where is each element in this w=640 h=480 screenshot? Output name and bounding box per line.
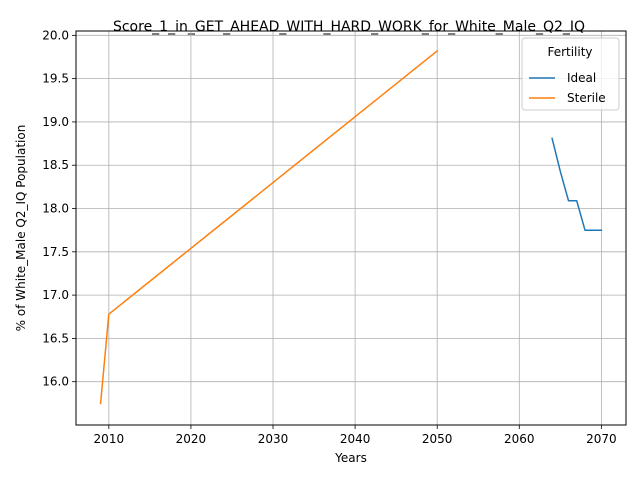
legend-box [521,37,620,111]
chart-title: Score_1_in_GET_AHEAD_WITH_HARD_WORK_for_… [113,19,585,35]
y-tick-label: 19.0 [42,115,69,129]
x-axis-ticks: 2010 2020 2030 2040 2050 2060 2070 [94,425,617,446]
x-tick-label: 2040 [340,432,371,446]
legend-label-ideal: Ideal [567,71,596,85]
y-tick-label: 20.0 [42,28,69,42]
x-tick-label: 2010 [94,432,125,446]
plot-frame [75,30,627,426]
y-tick-label: 18.5 [42,158,69,172]
y-tick-label: 17.0 [42,288,69,302]
y-axis-label: % of White_Male Q2_IQ Population [14,125,28,332]
y-tick-label: 18.0 [42,202,69,216]
grid [76,31,626,425]
y-axis-ticks: 16.0 16.5 17.0 17.5 18.0 18.5 19.0 19.5 20.0 [42,28,76,389]
x-tick-label: 2020 [176,432,207,446]
y-tick-label: 16.0 [42,375,69,389]
legend-label-sterile: Sterile [567,91,606,105]
legend-title: Fertility [547,45,592,59]
series-line-sterile [99,49,439,405]
series-line-ideal [551,137,603,231]
legend: Fertility Ideal Sterile [521,37,620,111]
x-tick-label: 2060 [504,432,535,446]
y-tick-label: 17.5 [42,245,69,259]
series-lines [99,49,603,405]
x-tick-label: 2070 [586,432,617,446]
y-tick-label: 19.5 [42,72,69,86]
x-axis-label: Years [334,451,367,465]
x-tick-label: 2030 [258,432,289,446]
y-tick-label: 16.5 [42,331,69,345]
x-tick-label: 2050 [422,432,453,446]
